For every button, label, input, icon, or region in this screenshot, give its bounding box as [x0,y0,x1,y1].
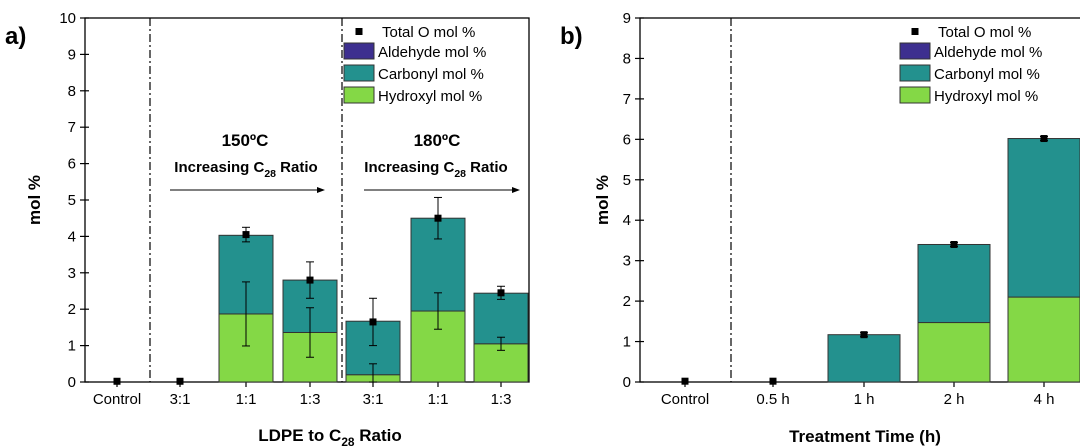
bar-carbonyl [1007,138,1080,298]
legend-hydroxyl-label: Hydroxyl mol % [378,88,482,105]
legend-aldehyde-swatch [343,42,375,60]
y-tick-label: 6 [623,131,631,148]
x-tick-label: 0.5 h [756,391,789,408]
y-tick-label: 9 [623,10,631,27]
total-o-marker [769,377,777,385]
x-tick-label: 1:3 [300,391,321,408]
bar-carbonyl [473,292,529,345]
y-tick-label: 3 [623,253,631,270]
annotation-ratio-150: Increasing C28 Ratio [174,159,317,180]
y-tick-label: 1 [623,334,631,351]
y-tick-label: 3 [68,265,76,282]
total-o-marker [306,276,314,284]
total-o-marker [242,231,250,239]
bar-hydroxyl [1007,296,1080,383]
y-tick-label: 7 [623,91,631,108]
annotation-ratio-180-main: Increasing C [364,159,454,176]
x-tick-label: 1 h [854,391,875,408]
y-tick-label: 8 [623,50,631,67]
total-o-marker [113,377,121,385]
legend-aldehyde-label: Aldehyde mol % [378,44,486,61]
y-tick-label: 8 [68,83,76,100]
panel-label: a) [5,23,26,50]
legend-total-label: Total O mol % [382,24,475,41]
y-tick-label: 4 [623,212,631,229]
y-tick-label: 0 [68,374,76,391]
annotation-ratio-150-main: Increasing C [174,159,264,176]
legend-total-label: Total O mol % [938,24,1031,41]
annotation-ratio-150-sub: 28 [264,168,276,180]
y-tick-label: 2 [68,301,76,318]
y-axis-label: mol % [593,175,612,225]
total-o-marker [434,214,442,222]
y-axis-label: mol % [25,175,44,225]
legend-carbonyl-label: Carbonyl mol % [378,66,484,83]
annotation-arrow-150-head [317,187,325,193]
x-tick-label: Control [661,391,709,408]
bar-carbonyl [917,243,991,324]
y-tick-label: 0 [623,374,631,391]
legend-carbonyl-swatch [899,64,931,82]
x-axis-label-tail: Ratio [355,426,402,445]
x-axis-label: Treatment Time (h) [789,427,941,446]
x-tick-label: Control [93,391,141,408]
x-axis-label-main: LDPE to C [258,426,341,445]
total-o-marker [369,318,377,326]
x-tick-label: 1:1 [428,391,449,408]
y-tick-label: 7 [68,119,76,136]
legend-aldehyde-swatch [899,42,931,60]
y-tick-label: 4 [68,228,76,245]
annotation-arrow-180-head [512,187,520,193]
legend-total-marker [355,28,363,35]
annotation-ratio-180-sub: 28 [454,168,466,180]
y-tick-label: 5 [623,172,631,189]
y-tick-label: 5 [68,192,76,209]
legend-hydroxyl-swatch [899,86,931,104]
total-o-marker [681,377,689,385]
legend-aldehyde-label: Aldehyde mol % [934,44,1042,61]
y-tick-label: 9 [68,46,76,63]
legend-carbonyl-swatch [343,64,375,82]
x-tick-label: 2 h [944,391,965,408]
total-o-marker [497,289,505,297]
annotation-150c: 150ºC [222,131,269,150]
bar-carbonyl [827,334,901,383]
total-o-marker [860,331,868,339]
x-tick-label: 1:1 [236,391,257,408]
panel-label: b) [560,23,583,50]
total-o-marker [1040,135,1048,143]
annotation-ratio-150-tail: Ratio [276,159,318,176]
x-tick-label: 3:1 [363,391,384,408]
legend-total-marker [911,28,919,35]
x-axis-label: LDPE to C28 Ratio [258,426,402,447]
total-o-marker [176,377,184,385]
y-tick-label: 6 [68,156,76,173]
annotation-ratio-180-tail: Ratio [466,159,508,176]
legend-carbonyl-label: Carbonyl mol % [934,66,1040,83]
x-tick-label: 1:3 [491,391,512,408]
total-o-marker [950,240,958,248]
y-tick-label: 10 [59,10,76,27]
x-tick-label: 4 h [1034,391,1055,408]
legend-hydroxyl-swatch [343,86,375,104]
annotation-ratio-180: Increasing C28 Ratio [364,159,507,180]
y-tick-label: 1 [68,338,76,355]
legend-hydroxyl-label: Hydroxyl mol % [934,88,1038,105]
y-tick-label: 2 [623,293,631,310]
bar-hydroxyl [917,322,991,383]
annotation-180c: 180ºC [414,131,461,150]
x-axis-label-sub: 28 [341,435,355,447]
x-tick-label: 3:1 [170,391,191,408]
